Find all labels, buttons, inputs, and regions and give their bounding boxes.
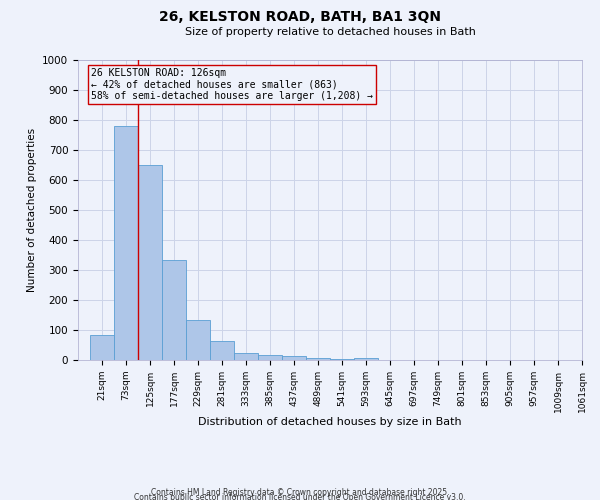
Bar <box>162 260 186 360</box>
Bar <box>138 165 162 360</box>
Text: 26 KELSTON ROAD: 126sqm
← 42% of detached houses are smaller (863)
58% of semi-d: 26 KELSTON ROAD: 126sqm ← 42% of detache… <box>91 68 373 100</box>
Y-axis label: Number of detached properties: Number of detached properties <box>26 128 37 292</box>
Bar <box>234 352 258 360</box>
Bar <box>306 358 330 360</box>
Title: Size of property relative to detached houses in Bath: Size of property relative to detached ho… <box>185 27 475 37</box>
X-axis label: Distribution of detached houses by size in Bath: Distribution of detached houses by size … <box>198 418 462 428</box>
Bar <box>258 354 282 360</box>
Bar <box>114 126 138 360</box>
Bar <box>330 358 354 360</box>
Bar <box>282 356 306 360</box>
Bar <box>186 320 210 360</box>
Bar <box>354 358 378 360</box>
Text: Contains HM Land Registry data © Crown copyright and database right 2025.: Contains HM Land Registry data © Crown c… <box>151 488 449 497</box>
Text: 26, KELSTON ROAD, BATH, BA1 3QN: 26, KELSTON ROAD, BATH, BA1 3QN <box>159 10 441 24</box>
Bar <box>90 335 114 360</box>
Bar <box>210 342 234 360</box>
Text: Contains public sector information licensed under the Open Government Licence v3: Contains public sector information licen… <box>134 492 466 500</box>
